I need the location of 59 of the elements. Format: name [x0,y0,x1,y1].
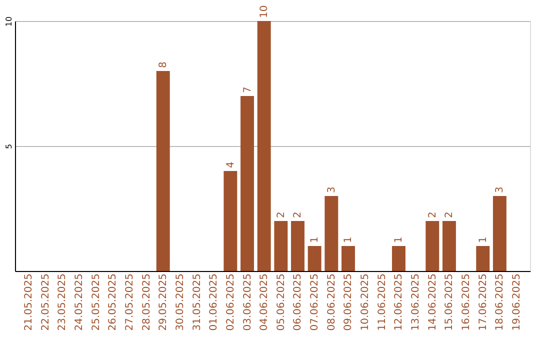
x-tick-label: 26.05.2025 [108,274,119,331]
data-label: 10 [259,5,270,18]
x-tick-label: 10.06.2025 [360,274,372,331]
x-tick-label: 06.06.2025 [292,274,304,331]
x-tick-label: 09.06.2025 [343,274,354,331]
x-tick-label: 08.06.2025 [326,274,338,331]
x-tick-label: 24.05.2025 [74,274,85,331]
x-tick-label: 03.06.2025 [242,274,254,331]
x-tick-label: 12.06.2025 [394,274,405,331]
x-tick-label: 02.06.2025 [225,274,236,331]
data-label: 1 [478,236,489,243]
x-tick-label: 16.06.2025 [461,274,472,331]
x-tick-label: 17.06.2025 [478,274,489,331]
bar [392,246,406,271]
y-tick-label: 5 [4,144,14,150]
x-tick-label: 19.06.2025 [512,274,523,331]
data-label: 2 [444,212,456,218]
data-label: 1 [343,236,354,243]
bar [257,21,271,271]
bar [274,221,288,271]
bar [342,246,355,271]
bar [476,246,490,271]
bar [224,171,238,271]
x-tick-label: 22.05.2025 [40,274,52,331]
data-label: 8 [158,62,170,68]
x-tick-label: 14.06.2025 [427,274,438,331]
data-label: 1 [394,236,405,243]
x-tick-label: 27.05.2025 [124,274,136,331]
data-label: 7 [242,86,254,93]
data-label: 2 [427,212,438,218]
x-tick-label: 13.06.2025 [410,274,422,331]
x-tick-label: 18.06.2025 [494,274,506,331]
data-label: 3 [494,186,506,193]
data-label: 3 [326,186,338,193]
bar [156,71,170,271]
data-label: 4 [225,162,236,168]
data-label: 2 [292,212,304,218]
x-tick-label: 21.05.2025 [23,274,34,331]
x-tick-label: 07.06.2025 [310,274,321,331]
bar [291,221,304,271]
data-label: 2 [276,212,287,218]
bar [308,246,322,271]
x-tick-label: 05.06.2025 [276,274,287,331]
x-tick-label: 29.05.2025 [158,274,170,331]
bar [442,221,456,271]
x-tick-label: 28.05.2025 [141,274,152,331]
x-tick-label: 15.06.2025 [444,274,456,331]
bar [492,196,506,271]
x-tick-label: 25.05.2025 [90,274,102,331]
x-tick-label: 31.05.2025 [192,274,203,331]
data-label: 1 [310,236,321,243]
bar [324,196,338,271]
bar [240,96,254,271]
x-tick-label: 30.05.2025 [174,274,186,331]
bar [426,221,440,271]
x-tick-label: 01.06.2025 [208,274,220,331]
x-tick-label: 11.06.2025 [376,274,388,331]
x-tick-label: 23.05.2025 [57,274,68,331]
x-tick-label: 04.06.2025 [259,274,270,331]
